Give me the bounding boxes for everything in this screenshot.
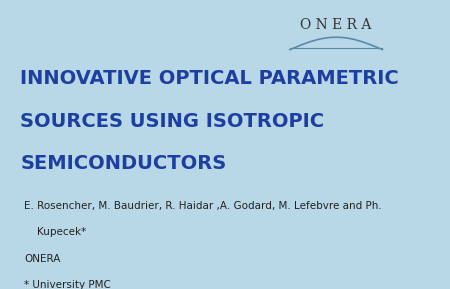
Text: SEMICONDUCTORS: SEMICONDUCTORS bbox=[20, 154, 226, 173]
Text: SOURCES USING ISOTROPIC: SOURCES USING ISOTROPIC bbox=[20, 112, 324, 131]
Text: ONERA: ONERA bbox=[24, 254, 61, 264]
Text: * University PMC: * University PMC bbox=[24, 280, 111, 289]
Text: INNOVATIVE OPTICAL PARAMETRIC: INNOVATIVE OPTICAL PARAMETRIC bbox=[20, 69, 399, 88]
Text: O N E R A: O N E R A bbox=[301, 18, 372, 32]
Text: E. Rosencher, M. Baudrier, R. Haidar ,A. Godard, M. Lefebvre and Ph.: E. Rosencher, M. Baudrier, R. Haidar ,A.… bbox=[24, 201, 382, 211]
Text: Kupecek*: Kupecek* bbox=[24, 227, 86, 238]
